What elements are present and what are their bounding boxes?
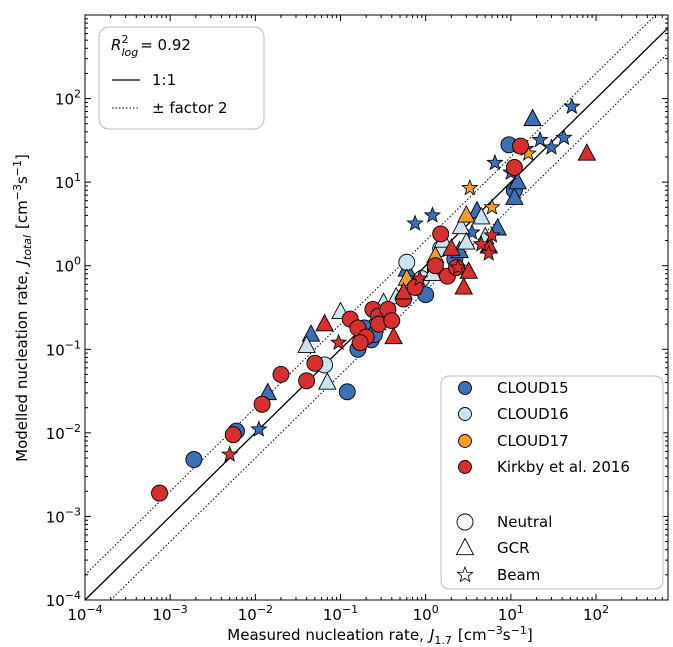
data-point-circle	[253, 395, 271, 413]
data-point-star	[423, 206, 442, 223]
data-point-triangle	[454, 276, 474, 295]
legend-series-cloud15: CLOUD15	[497, 379, 569, 397]
data-point-circle	[505, 158, 523, 176]
series-legend-box	[440, 375, 664, 590]
data-point-circle	[306, 354, 324, 372]
data-point-triangle	[459, 261, 479, 279]
legend-star-marker	[456, 565, 474, 583]
data-point-star	[250, 420, 268, 437]
legend-series-kirkby: Kirkby et al. 2016	[497, 458, 630, 476]
data-point-star	[483, 198, 501, 215]
x-axis-label: Measured nucleation rate, J1.7 [cm−3s−1]	[227, 624, 532, 647]
data-point-star	[486, 153, 504, 171]
x-tick-label: 102	[583, 603, 609, 624]
data-point-circle	[383, 312, 401, 330]
data-point-circle	[151, 484, 168, 502]
legend-series-marker	[458, 381, 472, 395]
data-point-star	[329, 333, 348, 351]
legend-factor-two-label: ± factor 2	[152, 99, 228, 117]
legend-circle-marker	[456, 513, 474, 531]
x-tick-label: 10−2	[238, 603, 273, 624]
data-point-star	[449, 258, 467, 275]
data-point-circle	[338, 383, 356, 401]
legend-series-markers	[455, 381, 475, 583]
data-point-triangle	[457, 231, 476, 250]
legend-series-marker	[458, 407, 472, 421]
y-axis-label: Modelled nucleation rate,Jtotal[cm−3s−1]	[11, 154, 34, 462]
r-squared-annotation: R2 log = 0.92	[111, 33, 191, 59]
x-tick-label: 10−3	[153, 603, 188, 624]
legend-series-cloud16: CLOUD16	[497, 405, 569, 423]
data-point-circle	[426, 257, 444, 275]
data-point-triangle	[394, 281, 413, 300]
legend-one-to-one-label: 1:1	[152, 71, 176, 89]
data-point-triangle	[505, 187, 524, 205]
data-point-circle	[224, 426, 242, 444]
data-point-circle	[398, 253, 416, 271]
data-point-star	[563, 97, 581, 115]
legend-series-marker	[458, 460, 472, 474]
data-point-star	[221, 445, 239, 462]
data-point-star	[542, 138, 561, 155]
data-point-triangle	[523, 108, 542, 127]
data-point-triangle	[297, 335, 316, 353]
line-legend-box	[98, 26, 265, 130]
plot-frame	[84, 14, 669, 601]
data-point-circle	[298, 372, 316, 390]
data-point-star	[410, 269, 429, 287]
y-tick-label: 10−3	[46, 505, 81, 526]
y-tick-label: 101	[55, 171, 81, 192]
data-point-circle	[272, 365, 290, 383]
data-point-circle	[406, 278, 424, 296]
legend-series-marker	[458, 434, 472, 448]
factor-two-line-2	[110, 52, 669, 601]
data-point-triangle	[508, 171, 527, 190]
data-point-triangle	[384, 326, 403, 345]
legend-marker-beam: Beam	[497, 566, 540, 584]
factor-two-line-1	[84, 14, 656, 576]
data-point-star	[483, 226, 501, 243]
axis-ticks-layer: 10−4 10−3 10−2 10−1 100 101 102 10−4 10−3 10−2 10−…	[46, 15, 668, 624]
data-point-triangle	[451, 216, 471, 235]
y-tick-label: 100	[55, 255, 81, 276]
data-point-star	[461, 178, 479, 196]
data-point-circle	[185, 451, 203, 468]
y-tick-label: 10−1	[46, 338, 81, 359]
data-point-star	[406, 214, 424, 231]
data-points-layer	[151, 97, 597, 502]
data-point-triangle	[577, 143, 597, 161]
data-point-triangle	[318, 372, 337, 390]
line-legend: R2 log = 0.92 1:1 ± factor 2	[98, 26, 265, 130]
data-point-circle	[512, 137, 530, 155]
data-point-circle	[351, 334, 369, 352]
data-point-circle	[432, 225, 450, 243]
legend-triangle-marker	[455, 537, 475, 556]
x-tick-label: 100	[413, 603, 439, 624]
data-point-star	[555, 128, 573, 146]
legend-series-cloud17: CLOUD17	[497, 432, 569, 450]
y-tick-label: 102	[55, 88, 81, 109]
y-tick-label: 10−2	[46, 422, 81, 443]
data-point-triangle	[472, 206, 491, 225]
data-point-star	[531, 130, 549, 148]
data-point-triangle	[457, 204, 476, 223]
y-tick-label: 10−4	[46, 589, 81, 610]
data-point-star	[480, 244, 498, 261]
x-tick-label: 10−1	[323, 603, 358, 624]
data-point-triangle	[315, 313, 334, 332]
series-legend: CLOUD15 CLOUD16 CLOUD17 Kirkby et al. 20…	[440, 375, 664, 590]
legend-marker-gcr: GCR	[497, 539, 530, 557]
x-tick-label: 101	[498, 603, 524, 624]
data-point-triangle	[442, 238, 461, 256]
x-tick-label: 10−4	[67, 603, 102, 624]
legend-marker-neutral: Neutral	[497, 513, 552, 531]
